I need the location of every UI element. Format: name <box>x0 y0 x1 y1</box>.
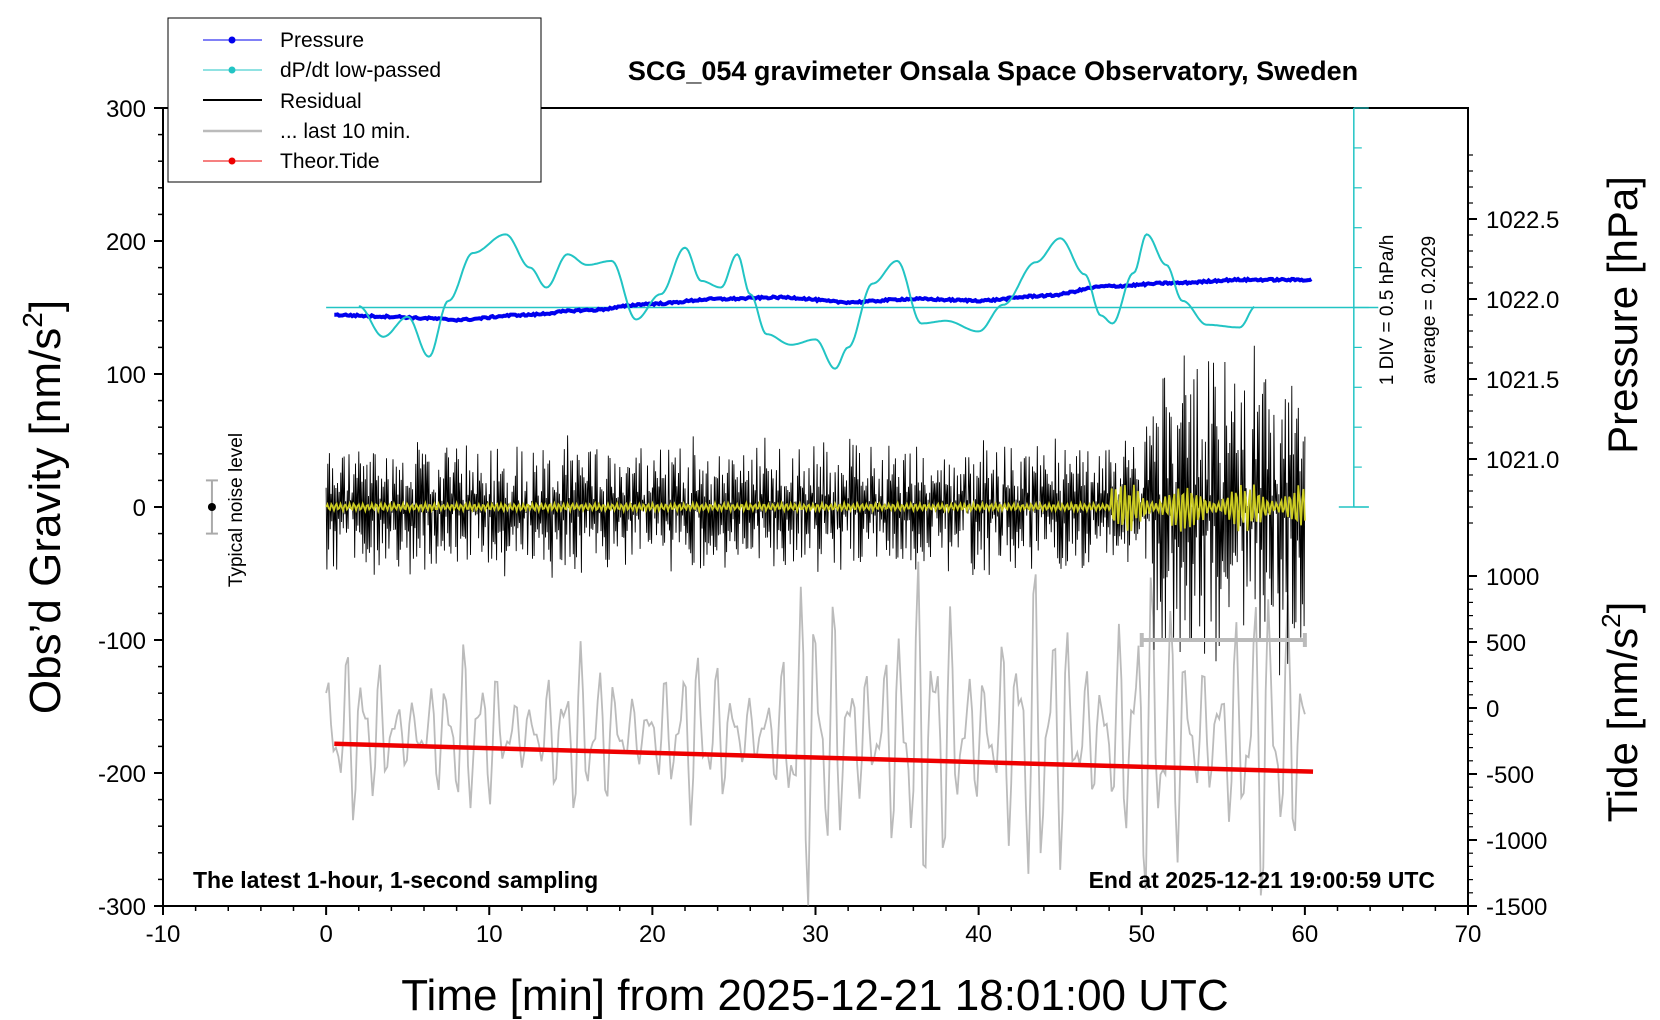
y-axis-label: Obs’d Gravity [nm/s2] <box>17 300 70 714</box>
legend: Pressure dP/dt low-passed Residual ... l… <box>167 17 542 183</box>
pressure-tick-label: 1022.0 <box>1486 287 1559 314</box>
chart-axes: -10 0 10 20 30 40 50 60 703002001000-100-200-300… <box>98 96 1559 948</box>
x-tick-label: 0 <box>319 921 332 948</box>
series-theor-tide-line <box>334 741 1314 774</box>
tide-tick-label: -1000 <box>1486 828 1547 855</box>
y-tick-label: -200 <box>98 761 146 788</box>
y-tick-label: 300 <box>106 96 146 123</box>
noise-label: Typical noise level <box>226 433 247 587</box>
pressure-tick-label: 1022.5 <box>1486 207 1559 234</box>
legend-marker-tide <box>228 157 236 165</box>
bottom-right-note: End at 2025-12-21 19:00:59 UTC <box>1089 867 1435 893</box>
tide-tick-label: 0 <box>1486 696 1499 723</box>
x-tick-label: 10 <box>476 921 503 948</box>
dpdt-average-note: average = 0.2029 <box>1419 236 1440 384</box>
x-axis-label: Time [min] from 2025-12-21 18:01:00 UTC <box>401 971 1228 1020</box>
x-tick-label: -10 <box>146 921 181 948</box>
chart-title: SCG_054 gravimeter Onsala Space Observat… <box>628 56 1358 86</box>
y-axis-label-sup: 2 <box>17 312 48 328</box>
noise-bar-center <box>207 503 216 511</box>
chart-marks <box>205 107 1379 906</box>
x-tick-label: 60 <box>1292 921 1319 948</box>
dpdt-scale-note: 1 DIV = 0.5 hPa/h <box>1377 235 1398 386</box>
y-tick-label: 100 <box>106 362 146 389</box>
series-pressure-line <box>334 276 1313 323</box>
y-tick-label: -100 <box>98 628 146 655</box>
y-tick-label: -300 <box>98 894 146 921</box>
legend-label-last10: ... last 10 min. <box>280 120 411 143</box>
tide-tick-label: 500 <box>1486 630 1526 657</box>
tide-axis-label-close: ] <box>1599 602 1646 614</box>
series-residual-line <box>325 345 1306 676</box>
series-residual-lowpass-line <box>325 484 1306 532</box>
legend-label-residual: Residual <box>280 90 362 113</box>
x-tick-label: 50 <box>1128 921 1155 948</box>
legend-label-dpdt: dP/dt low-passed <box>280 59 441 82</box>
bottom-left-note: The latest 1-hour, 1-second sampling <box>193 867 598 893</box>
tide-tick-label: -1500 <box>1486 894 1547 921</box>
y-axis-label-main: Obs’d Gravity [nm/s <box>21 328 70 714</box>
tide-tick-label: -500 <box>1486 762 1534 789</box>
series-last10-line <box>325 561 1306 906</box>
tide-axis-label: Tide [nm/s2] <box>1596 602 1646 823</box>
tide-tick-label: 1000 <box>1486 564 1539 591</box>
x-tick-label: 20 <box>639 921 666 948</box>
x-tick-label: 70 <box>1455 921 1482 948</box>
legend-marker-pressure <box>228 36 236 44</box>
pressure-axis-label: Pressure [hPa] <box>1599 176 1646 454</box>
legend-label-pressure: Pressure <box>280 29 364 52</box>
y-tick-label: 200 <box>106 229 146 256</box>
legend-label-tide: Theor.Tide <box>280 150 380 173</box>
x-tick-label: 30 <box>802 921 829 948</box>
pressure-tick-label: 1021.5 <box>1486 367 1559 394</box>
legend-marker-dpdt <box>228 66 236 74</box>
series-dpdt-line <box>358 233 1255 370</box>
tide-axis-label-main: Tide [nm/s <box>1599 628 1646 823</box>
pressure-tick-label: 1021.0 <box>1486 447 1559 474</box>
y-axis-label-close: ] <box>21 300 70 312</box>
x-tick-label: 40 <box>965 921 992 948</box>
tide-axis-label-sup: 2 <box>1596 613 1626 627</box>
y-tick-label: 0 <box>133 495 146 522</box>
